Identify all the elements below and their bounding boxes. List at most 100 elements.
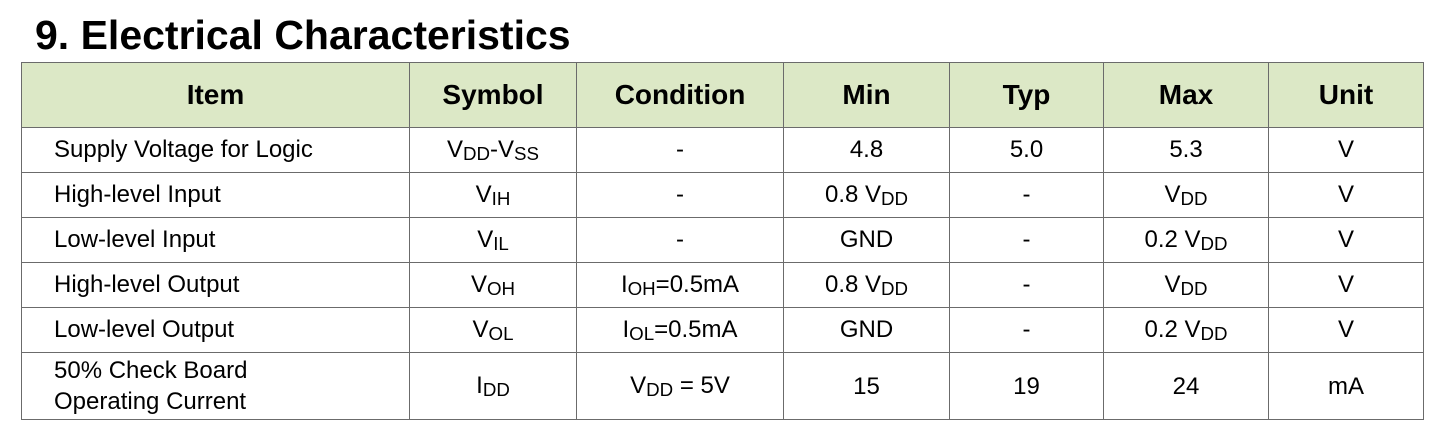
cell-text: V bbox=[1337, 136, 1354, 163]
table-cell: 5.0 bbox=[949, 127, 1104, 173]
cell-text: High-level Input bbox=[54, 181, 221, 208]
table-cell: IOL=0.5mA bbox=[576, 307, 784, 353]
cell-text: 5.3 bbox=[1169, 136, 1203, 163]
cell-text: V bbox=[470, 271, 487, 298]
table-cell: 15 bbox=[783, 352, 950, 420]
cell-text: - bbox=[1022, 271, 1031, 298]
column-header: Item bbox=[21, 62, 410, 128]
section-title: 9. Electrical Characteristics bbox=[35, 12, 571, 58]
table-cell: V bbox=[1268, 172, 1424, 218]
table-cell: GND bbox=[783, 217, 950, 263]
table-row: High-level Input VIH -0.8 VDD - VDD V bbox=[21, 172, 1424, 218]
table-cell: V bbox=[1268, 262, 1424, 308]
cell-text: 4.8 bbox=[849, 136, 884, 163]
table-cell: - bbox=[949, 307, 1104, 353]
cell-text: 19 bbox=[1013, 372, 1040, 400]
table-cell: mA bbox=[1268, 352, 1424, 420]
table-row: Low-level Input VIL - GND -0.2 VDD V bbox=[21, 217, 1424, 263]
table-cell: - bbox=[949, 217, 1104, 263]
cell-text: High-level Output bbox=[54, 271, 240, 298]
column-header: Max bbox=[1103, 62, 1269, 128]
table-row: High-level Output VOH IOH=0.5mA 0.8 VDD - VDD… bbox=[21, 262, 1424, 308]
cell-text: V bbox=[1337, 271, 1354, 298]
cell-text: = 5V bbox=[673, 372, 730, 399]
table-cell: 19 bbox=[949, 352, 1104, 420]
cell-text: V bbox=[1164, 181, 1181, 208]
cell-text: V bbox=[447, 136, 464, 163]
table-cell: IOH=0.5mA bbox=[576, 262, 784, 308]
subscript: DD bbox=[1200, 323, 1228, 345]
column-header: Symbol bbox=[409, 62, 577, 128]
table-cell: V bbox=[1268, 217, 1424, 263]
cell-text: GND bbox=[839, 226, 894, 253]
cell-text: =0.5mA bbox=[655, 271, 740, 298]
subscript: OH bbox=[486, 278, 516, 300]
table-cell: - bbox=[949, 172, 1104, 218]
table-cell: 0.8 VDD bbox=[783, 262, 950, 308]
table-cell: VIL bbox=[409, 217, 577, 263]
table-row: 50% Check Board Operating Current IDD VDD =… bbox=[21, 352, 1424, 420]
cell-text: I bbox=[620, 271, 628, 298]
subscript: IH bbox=[491, 188, 511, 210]
subscript: DD bbox=[482, 379, 510, 401]
table-cell: 0.8 VDD bbox=[783, 172, 950, 218]
subscript: DD bbox=[1180, 188, 1208, 210]
subscript: DD bbox=[646, 379, 674, 401]
cell-text: mA bbox=[1328, 372, 1364, 400]
cell-text: - bbox=[1022, 316, 1031, 343]
cell-text: =0.5mA bbox=[654, 316, 738, 343]
column-header: Condition bbox=[576, 62, 784, 128]
table-cell: VOL bbox=[409, 307, 577, 353]
table-cell: V bbox=[1268, 127, 1424, 173]
cell-text: - bbox=[1022, 226, 1031, 253]
cell-text: 0.8 V bbox=[824, 271, 882, 298]
table-cell: VDD = 5V bbox=[576, 352, 784, 420]
cell-text: Low-level Output bbox=[54, 316, 235, 343]
table-cell: High-level Output bbox=[21, 262, 410, 308]
cell-text: V bbox=[1337, 316, 1354, 343]
cell-text: V bbox=[1337, 226, 1354, 253]
cell-text: V bbox=[1337, 181, 1354, 208]
table-cell: VIH bbox=[409, 172, 577, 218]
cell-text: V bbox=[1164, 271, 1181, 298]
table-cell: 4.8 bbox=[783, 127, 950, 173]
cell-text: I bbox=[476, 372, 483, 399]
table-cell: 5.3 bbox=[1103, 127, 1269, 173]
table-cell: VDD bbox=[1103, 172, 1269, 218]
table-cell: - bbox=[576, 217, 784, 263]
cell-text: 5.0 bbox=[1009, 136, 1044, 163]
cell-text: Low-level Input bbox=[54, 226, 216, 253]
cell-text: V bbox=[477, 226, 494, 253]
subscript: DD bbox=[1180, 278, 1208, 300]
cell-text: 24 bbox=[1172, 372, 1200, 400]
cell-line: Operating Current bbox=[54, 388, 247, 415]
subscript: OH bbox=[627, 278, 656, 300]
table-cell: Supply Voltage for Logic bbox=[21, 127, 410, 173]
cell-text: 0.2 V bbox=[1144, 226, 1201, 253]
table-cell: 0.2 VDD bbox=[1103, 307, 1269, 353]
spec-table: Item Symbol Condition Min Typ Max Unit Supply … bbox=[21, 62, 1424, 420]
table-cell: 0.2 VDD bbox=[1103, 217, 1269, 263]
cell-text: GND bbox=[839, 316, 894, 343]
table-cell: - bbox=[576, 172, 784, 218]
subscript: IL bbox=[493, 233, 509, 255]
subscript: DD bbox=[463, 143, 491, 165]
table-cell: GND bbox=[783, 307, 950, 353]
table-cell: - bbox=[949, 262, 1104, 308]
table-cell: Low-level Output bbox=[21, 307, 410, 353]
table-cell: V bbox=[1268, 307, 1424, 353]
cell-text: - bbox=[1022, 181, 1031, 208]
table-cell: VDD-VSS bbox=[409, 127, 577, 173]
cell-text: -V bbox=[490, 136, 515, 163]
cell-line: 50% Check Board bbox=[54, 357, 248, 384]
subscript: DD bbox=[881, 278, 909, 300]
column-header: Unit bbox=[1268, 62, 1424, 128]
subscript: SS bbox=[514, 143, 539, 165]
table-row: Low-level Output VOL IOL=0.5mA GND - 0.2 VDD V bbox=[21, 307, 1424, 353]
column-header: Min bbox=[783, 62, 950, 128]
cell-text: - bbox=[676, 226, 684, 253]
subscript: OL bbox=[629, 323, 655, 345]
subscript: OL bbox=[488, 323, 514, 345]
column-header: Typ bbox=[949, 62, 1104, 128]
subscript: DD bbox=[881, 188, 909, 210]
